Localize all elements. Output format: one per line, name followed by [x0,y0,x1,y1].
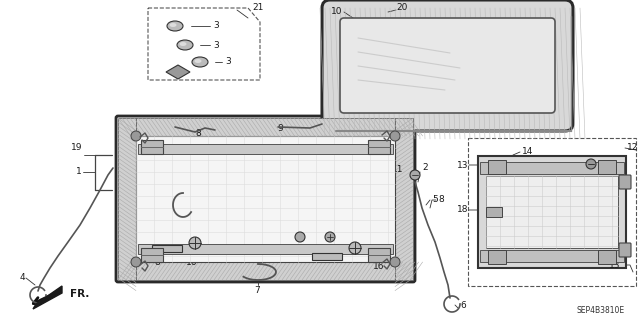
Text: 2: 2 [422,164,428,173]
Bar [118,118,136,280]
Circle shape [390,131,400,141]
Text: 16: 16 [186,258,198,267]
Text: 1: 1 [76,167,82,176]
Text: 13: 13 [609,261,620,270]
Text: 21: 21 [252,4,264,12]
Text: 14: 14 [522,147,533,157]
Text: 6: 6 [460,300,466,309]
Text: 8: 8 [438,196,444,204]
Bar [488,160,506,174]
Text: 3: 3 [225,57,231,66]
Text: 20: 20 [396,4,408,12]
Text: 8: 8 [154,258,160,267]
Circle shape [295,232,305,242]
Text: 18: 18 [456,205,468,214]
Bar [152,245,182,252]
Circle shape [410,170,420,180]
Text: SEP4B3810E: SEP4B3810E [577,306,625,315]
Text: 10: 10 [330,8,342,17]
Circle shape [586,159,596,169]
Text: 3: 3 [287,248,293,256]
Bar [136,262,395,280]
Text: 5: 5 [432,196,438,204]
Bar [598,160,616,174]
Polygon shape [33,286,62,309]
Bar [368,248,390,262]
Text: FR.: FR. [70,289,90,299]
Text: 12: 12 [627,144,638,152]
Bar [141,248,163,262]
Bar [480,162,624,174]
Circle shape [349,242,361,254]
Text: 3: 3 [213,41,219,49]
Text: 13: 13 [456,160,468,169]
Bar [480,250,624,262]
Bar [486,176,618,248]
Bar [136,118,395,136]
Bar [486,207,502,217]
Bar [138,244,393,254]
Ellipse shape [167,21,183,31]
Text: 11: 11 [392,166,403,174]
Bar [368,140,390,154]
Bar [141,140,163,154]
FancyBboxPatch shape [619,175,631,189]
Text: 7: 7 [169,218,175,226]
Ellipse shape [195,59,202,63]
Bar [488,250,506,264]
Text: 17: 17 [365,252,376,261]
Ellipse shape [177,40,193,50]
Ellipse shape [170,23,177,27]
Bar [395,118,413,280]
Text: 3: 3 [213,21,219,31]
Circle shape [390,257,400,267]
Bar [136,136,395,262]
Circle shape [131,131,141,141]
FancyBboxPatch shape [340,18,555,113]
Circle shape [189,237,201,249]
Circle shape [325,232,335,242]
Text: 19: 19 [70,144,82,152]
Bar [478,156,626,268]
Polygon shape [166,65,190,79]
Bar [312,253,342,260]
Bar [468,138,636,286]
FancyBboxPatch shape [322,0,573,131]
Ellipse shape [179,42,186,46]
Text: 4: 4 [19,273,25,283]
Ellipse shape [192,57,208,67]
FancyBboxPatch shape [619,243,631,257]
Circle shape [131,257,141,267]
Bar [598,250,616,264]
FancyBboxPatch shape [116,116,415,282]
Text: 9: 9 [277,124,283,133]
Text: 16: 16 [373,262,385,271]
Text: 7: 7 [254,286,260,295]
Bar [138,144,393,154]
Text: 8: 8 [195,129,201,138]
